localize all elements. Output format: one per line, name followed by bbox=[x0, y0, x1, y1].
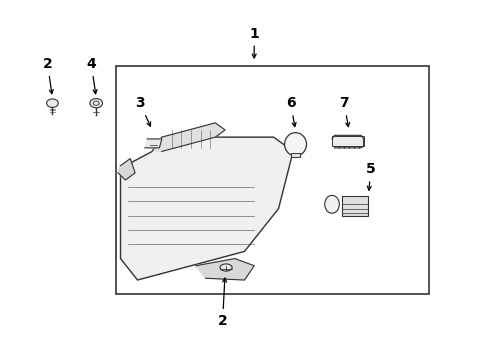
Ellipse shape bbox=[284, 133, 306, 156]
Text: 2: 2 bbox=[42, 57, 53, 94]
Polygon shape bbox=[196, 258, 254, 280]
Ellipse shape bbox=[324, 195, 339, 213]
Bar bbox=[290, 153, 300, 157]
Text: 7: 7 bbox=[339, 96, 349, 127]
Bar bbox=[331, 136, 363, 146]
Text: 4: 4 bbox=[86, 57, 97, 94]
Bar bbox=[341, 196, 368, 216]
Bar bbox=[116, 66, 428, 294]
Text: 5: 5 bbox=[366, 162, 375, 190]
Polygon shape bbox=[144, 139, 162, 148]
Circle shape bbox=[90, 99, 102, 108]
Text: 3: 3 bbox=[135, 96, 150, 126]
Text: 6: 6 bbox=[285, 96, 295, 127]
Polygon shape bbox=[152, 123, 224, 152]
Text: 1: 1 bbox=[249, 27, 259, 58]
Polygon shape bbox=[331, 135, 363, 148]
Text: 2: 2 bbox=[217, 278, 227, 328]
Circle shape bbox=[46, 99, 58, 108]
Ellipse shape bbox=[220, 264, 232, 271]
Polygon shape bbox=[118, 158, 135, 180]
Polygon shape bbox=[120, 137, 292, 280]
